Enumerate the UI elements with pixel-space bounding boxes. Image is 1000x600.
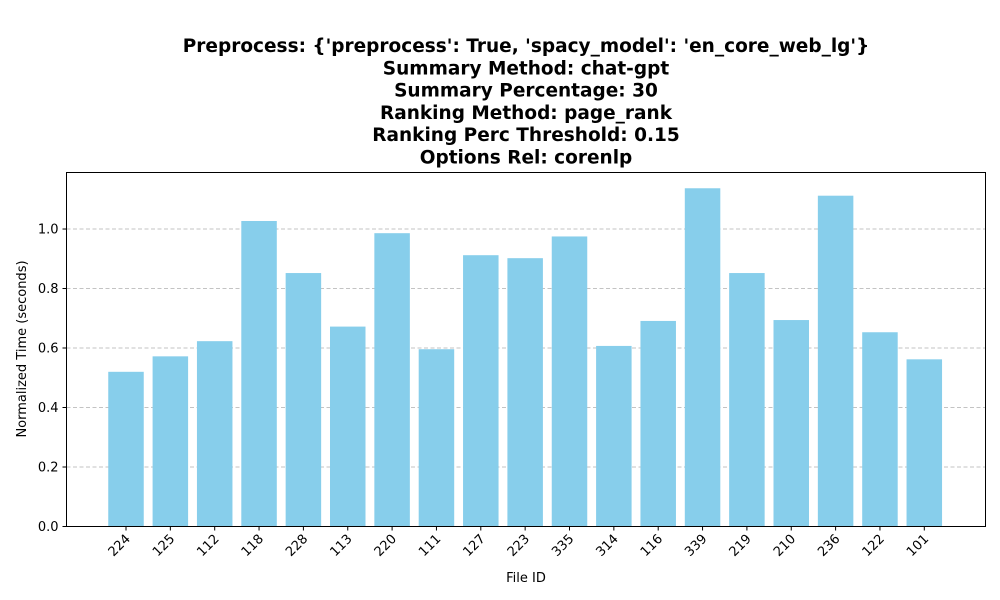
bar-220 — [374, 233, 410, 527]
y-tick-label: 0.6 — [38, 342, 59, 357]
bar-224 — [108, 371, 144, 527]
bar-125 — [152, 356, 189, 527]
x-tick-label: 220 — [372, 532, 400, 560]
bars — [108, 188, 943, 527]
x-axis-ticks: 224 125 112 118 228 113 220 111 127 223 335 314 116 3… — [106, 526, 932, 560]
bar-101 — [906, 359, 943, 527]
bar-335 — [551, 236, 588, 527]
bar-228 — [285, 273, 322, 527]
y-tick-label: 0.0 — [38, 520, 59, 535]
x-tick-label: 116 — [638, 532, 666, 560]
title-line: Options Rel: corenlp — [420, 148, 633, 169]
bar-339 — [684, 188, 721, 527]
bar-122 — [862, 332, 898, 527]
bar-127 — [463, 255, 499, 527]
x-tick-label: 101 — [904, 532, 932, 560]
x-axis-label: File ID — [506, 571, 546, 586]
x-tick-label: 314 — [594, 532, 622, 560]
y-axis-ticks: 0.0 0.2 0.4 0.6 0.8 1.0 — [38, 223, 67, 535]
bar-116 — [640, 320, 676, 527]
x-tick-label: 127 — [460, 532, 488, 560]
x-tick-label: 339 — [682, 532, 710, 560]
bar-219 — [729, 273, 765, 527]
x-tick-label: 210 — [771, 532, 799, 560]
y-tick-label: 1.0 — [38, 223, 59, 238]
x-tick-label: 122 — [860, 532, 888, 560]
x-tick-label: 223 — [505, 532, 533, 560]
x-tick-label: 118 — [239, 532, 267, 560]
plot-area-frame — [66, 172, 986, 527]
y-tick-label: 0.8 — [38, 282, 59, 297]
y-tick-label: 0.2 — [38, 461, 59, 476]
bar-314 — [596, 345, 632, 527]
title-line: Summary Percentage: 30 — [394, 81, 658, 102]
bar-112 — [196, 341, 233, 527]
x-tick-label: 113 — [327, 532, 355, 560]
bar-113 — [330, 326, 366, 527]
y-axis-label: Normalized Time (seconds) — [15, 260, 30, 437]
y-tick-label: 0.4 — [38, 401, 59, 416]
title-line: Preprocess: {'preprocess': True, 'spacy_… — [183, 36, 870, 57]
x-tick-label: 125 — [150, 532, 178, 560]
x-tick-label: 236 — [815, 532, 843, 560]
x-tick-label: 111 — [416, 532, 444, 560]
bar-210 — [773, 320, 809, 527]
x-tick-label: 228 — [283, 532, 311, 560]
title-line: Summary Method: chat-gpt — [383, 58, 670, 79]
bar-236 — [817, 195, 854, 527]
x-tick-label: 219 — [727, 532, 755, 560]
x-tick-label: 335 — [549, 532, 577, 560]
x-tick-label: 224 — [106, 532, 134, 560]
title-line: Ranking Perc Threshold: 0.15 — [372, 125, 679, 146]
bar-111 — [418, 349, 455, 527]
bar-223 — [507, 258, 543, 527]
chart-title: Preprocess: {'preprocess': True, 'spacy_… — [183, 36, 870, 169]
title-line: Ranking Method: page_rank — [380, 103, 673, 124]
bar-118 — [241, 220, 277, 527]
x-tick-label: 112 — [194, 532, 222, 560]
